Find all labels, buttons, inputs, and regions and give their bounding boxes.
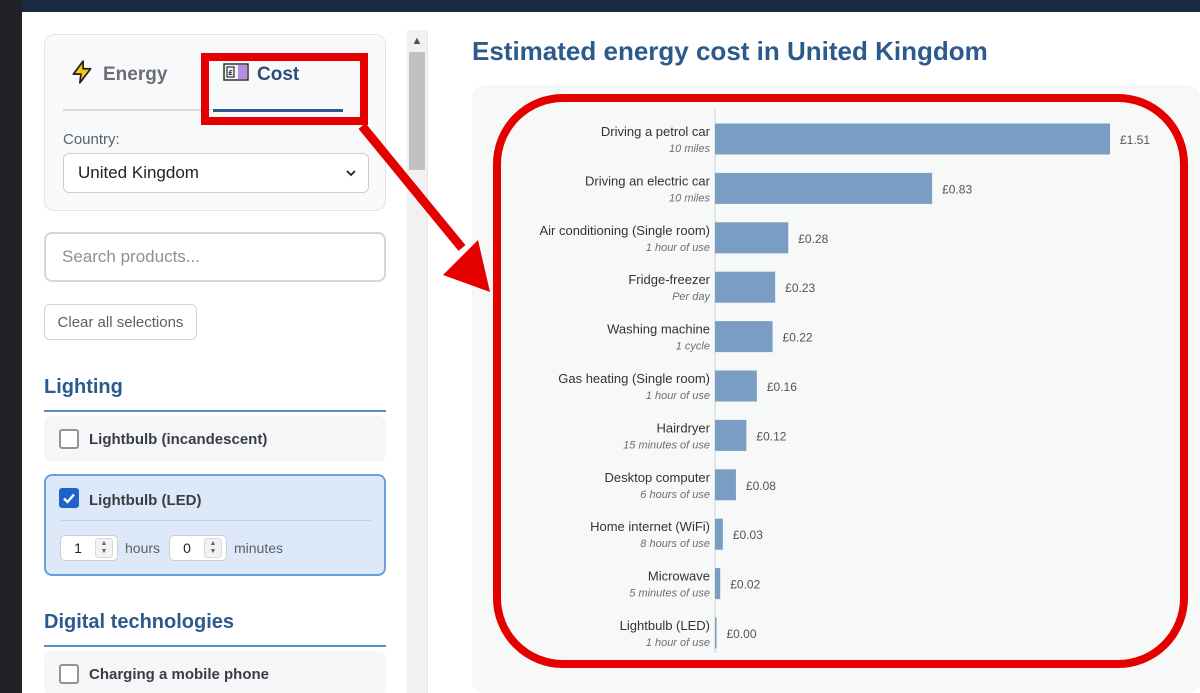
bar[interactable]: [715, 617, 717, 649]
panel-divider: [427, 30, 428, 693]
bar-value-label: £0.28: [798, 232, 828, 246]
search-input[interactable]: Search products...: [44, 232, 386, 282]
bar[interactable]: [715, 469, 736, 501]
bar-value-label: £0.22: [783, 331, 813, 345]
bar-sublabel: 10 miles: [669, 192, 710, 204]
svg-text:£: £: [228, 69, 233, 77]
tab-cost[interactable]: £ Cost: [223, 53, 299, 97]
bar-category-label: Lightbulb (LED): [620, 618, 710, 633]
lightning-icon: [69, 59, 95, 91]
bar[interactable]: [715, 222, 789, 254]
bar-sublabel: 1 hour of use: [646, 637, 710, 649]
bar[interactable]: [715, 172, 933, 204]
banknote-icon: £: [223, 62, 249, 88]
tab-cost-label: Cost: [257, 64, 300, 85]
bar-value-label: £0.00: [727, 627, 757, 641]
page-title: Estimated energy cost in United Kingdom: [472, 36, 988, 66]
tab-underline: [63, 109, 211, 111]
bar[interactable]: [715, 271, 776, 303]
bar-category-label: Fridge-freezer: [628, 272, 710, 287]
highlight-box-cost-tab: [201, 53, 368, 125]
bar[interactable]: [715, 419, 747, 451]
bar-sublabel: 8 hours of use: [640, 538, 710, 550]
bar-sublabel: 1 hour of use: [646, 390, 710, 402]
bar[interactable]: [715, 370, 757, 402]
clear-selections-button[interactable]: Clear all selections: [44, 304, 197, 340]
section-title-lighting: Lighting: [44, 376, 123, 398]
bar-sublabel: 6 hours of use: [640, 489, 710, 501]
bar[interactable]: [715, 123, 1110, 155]
scrollbar-thumb[interactable]: [409, 52, 425, 170]
highlight-box-chart: [493, 94, 1188, 668]
hours-label: hours: [125, 540, 161, 556]
country-label: Country:: [63, 131, 120, 148]
bar-value-label: £0.16: [767, 380, 797, 394]
bar-category-label: Washing machine: [607, 322, 710, 337]
spin-arrows-icon[interactable]: ▲ ▼: [95, 538, 113, 558]
country-select-value: United Kingdom: [78, 163, 199, 182]
item-divider: [61, 520, 371, 521]
spin-arrows-icon[interactable]: ▲ ▼: [204, 538, 222, 558]
bar-sublabel: 10 miles: [669, 143, 710, 155]
chevron-down-icon: [344, 165, 358, 179]
bar-category-label: Desktop computer: [605, 470, 711, 485]
product-item-lightbulb-led[interactable]: Lightbulb (LED) 1 ▲ ▼ hours 0 ▲ ▼ minutes: [44, 474, 386, 576]
bar-sublabel: 15 minutes of use: [623, 439, 710, 451]
product-label: Lightbulb (incandescent): [89, 431, 268, 448]
bar-category-label: Driving a petrol car: [601, 124, 711, 139]
active-tab-indicator: [213, 109, 343, 112]
bar-category-label: Microwave: [648, 569, 710, 584]
bar-value-label: £0.08: [746, 479, 776, 493]
bar-sublabel: Per day: [672, 291, 711, 303]
bar[interactable]: [715, 321, 773, 353]
section-divider: [44, 410, 386, 412]
minutes-value: 0: [183, 540, 191, 556]
country-select[interactable]: United Kingdom: [63, 153, 369, 193]
bar-sublabel: 1 cycle: [676, 341, 710, 353]
checkbox[interactable]: [59, 664, 79, 684]
bar-value-label: £0.03: [733, 528, 763, 542]
product-item-charging-phone[interactable]: Charging a mobile phone: [44, 651, 386, 693]
bar-category-label: Air conditioning (Single room): [539, 223, 710, 238]
window-top-bar: [0, 0, 1200, 12]
checkbox[interactable]: [59, 429, 79, 449]
tab-energy[interactable]: Energy: [69, 53, 167, 97]
checkmark-icon: [63, 493, 75, 504]
checkbox-checked[interactable]: [59, 488, 79, 508]
product-label: Lightbulb (LED): [89, 492, 202, 509]
section-divider: [44, 645, 386, 647]
product-item-lightbulb-incandescent[interactable]: Lightbulb (incandescent): [44, 416, 386, 462]
search-placeholder: Search products...: [62, 247, 200, 266]
bar-category-label: Home internet (WiFi): [590, 519, 710, 534]
sidebar-scrollbar[interactable]: ▲: [407, 30, 427, 693]
bar-value-label: £0.83: [942, 182, 972, 196]
bar-category-label: Driving an electric car: [585, 173, 711, 188]
bar-value-label: £0.12: [756, 429, 786, 443]
bar-category-label: Gas heating (Single room): [558, 371, 710, 386]
minutes-stepper[interactable]: 0 ▲ ▼: [169, 535, 227, 561]
hours-stepper[interactable]: 1 ▲ ▼: [60, 535, 118, 561]
bar-category-label: Hairdryer: [657, 420, 711, 435]
section-title-digital: Digital technologies: [44, 611, 235, 633]
scroll-up-arrow-icon[interactable]: ▲: [411, 35, 423, 47]
bar-value-label: £0.23: [785, 281, 815, 295]
bar-sublabel: 1 hour of use: [646, 242, 710, 254]
hours-value: 1: [74, 540, 82, 556]
minutes-label: minutes: [234, 540, 284, 556]
product-label: Charging a mobile phone: [89, 666, 270, 683]
bar[interactable]: [715, 518, 723, 550]
bar-value-label: £0.02: [730, 578, 760, 592]
bar-sublabel: 5 minutes of use: [629, 588, 710, 600]
left-edge-strip: [0, 0, 22, 693]
bar[interactable]: [715, 568, 721, 600]
tab-energy-label: Energy: [103, 64, 168, 85]
